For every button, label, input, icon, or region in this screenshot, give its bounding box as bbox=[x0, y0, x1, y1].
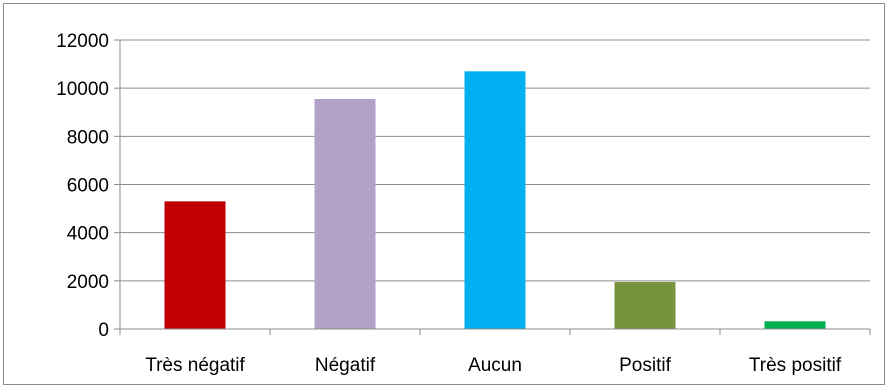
bar-4 bbox=[764, 321, 826, 329]
x-tick-labels: Très négatif Négatif Aucun Positif Très posi… bbox=[145, 355, 842, 376]
x-tick-label: Très positif bbox=[749, 355, 842, 376]
bars bbox=[164, 71, 826, 329]
bar-0 bbox=[164, 201, 226, 329]
y-tick-labels: 0 2000 4000 6000 8000 10000 12000 bbox=[56, 31, 109, 341]
y-tick-label: 10000 bbox=[56, 79, 109, 100]
x-tick-label: Aucun bbox=[468, 355, 522, 376]
y-tick-label: 12000 bbox=[56, 31, 109, 52]
y-tick-label: 2000 bbox=[67, 272, 109, 293]
y-tick-label: 0 bbox=[98, 320, 109, 341]
y-tick-label: 8000 bbox=[67, 127, 109, 148]
bar-3 bbox=[614, 282, 676, 329]
bar-1 bbox=[314, 99, 376, 329]
bar-2 bbox=[464, 71, 526, 329]
x-tick-label: Négatif bbox=[315, 355, 376, 376]
chart-frame bbox=[3, 3, 885, 385]
y-tick-label: 4000 bbox=[67, 224, 109, 245]
x-tick-label: Très négatif bbox=[145, 355, 245, 376]
x-tick-label: Positif bbox=[619, 355, 671, 376]
axes bbox=[114, 39, 871, 335]
y-tick-label: 6000 bbox=[67, 176, 109, 197]
